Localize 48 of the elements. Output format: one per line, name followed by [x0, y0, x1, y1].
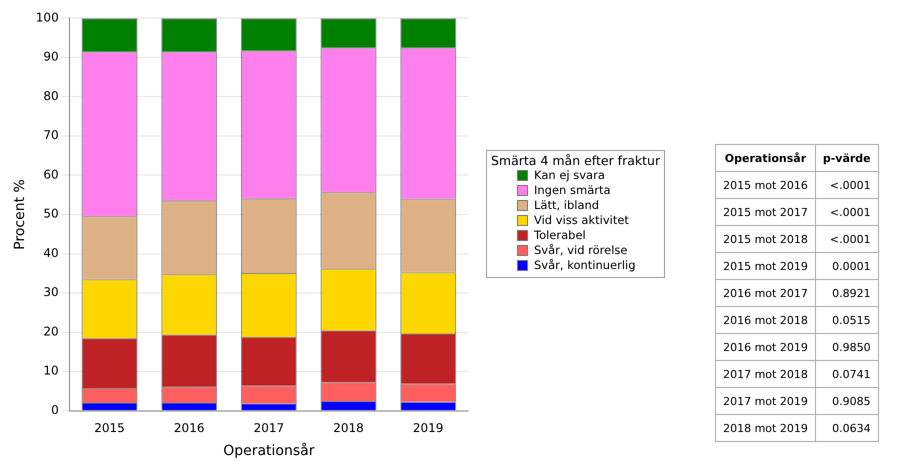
text: <.0001: [815, 226, 878, 252]
y-tick-label: 30: [43, 285, 59, 300]
text: Operationsår: [716, 144, 816, 172]
legend-label: Kan ej svara: [534, 168, 605, 183]
text: 2018 mot 2019: [716, 414, 816, 442]
x-tick-label: 2018: [333, 421, 364, 436]
x-tick-label: 2015: [94, 421, 125, 436]
y-tick-label: 0: [51, 402, 59, 417]
y-tick-label: 100: [36, 10, 59, 24]
x-axis-title: Operationsår: [223, 442, 315, 460]
text: <.0001: [815, 172, 878, 198]
text: <.0001: [815, 198, 878, 226]
text: 2017 mot 2018: [716, 360, 816, 388]
text: 2015 mot 2019: [716, 252, 816, 280]
text: 2017 mot 2019: [716, 388, 816, 414]
text: 2015 mot 2018: [716, 226, 816, 252]
y-axis-title: Procent %: [12, 179, 28, 250]
legend-label: Svår, vid rörelse: [534, 243, 628, 258]
text: 2015 mot 2017: [716, 198, 816, 226]
text: 0.9085: [815, 388, 878, 414]
text: 0.0741: [815, 360, 878, 388]
x-tick-label: 2017: [254, 421, 284, 436]
x-tick-label: 2019: [412, 421, 444, 436]
y-tick-label: 90: [43, 50, 59, 64]
text: 0.8921: [815, 280, 878, 306]
y-tick-label: 40: [43, 246, 59, 260]
y-tick-label: 70: [43, 128, 59, 142]
legend-label: Tolerabel: [534, 228, 586, 243]
text: 0.0001: [815, 252, 878, 280]
text: 2016 mot 2018: [716, 306, 816, 334]
legend-label: Vid viss aktivitet: [534, 213, 629, 228]
legend-label: Lätt, ibland: [534, 198, 600, 213]
y-tick-label: 20: [43, 324, 59, 338]
text: 2015 mot 2016: [716, 172, 816, 198]
x-tick-label: 2016: [174, 421, 204, 436]
legend-title: Smärta 4 mån efter fraktur: [491, 153, 660, 168]
y-tick-label: 10: [43, 364, 59, 378]
legend-label: Svår, kontinuerlig: [534, 258, 636, 273]
y-tick-label: 50: [43, 206, 59, 221]
text: 0.0634: [815, 414, 878, 442]
text: 2016 mot 2017: [716, 280, 816, 306]
text: 2016 mot 2019: [716, 334, 816, 360]
text: p-värde: [815, 144, 878, 172]
text: 0.0515: [815, 306, 878, 334]
text: 0.9850: [815, 334, 878, 360]
legend-label: Ingen smärta: [534, 183, 611, 198]
y-tick-label: 60: [43, 167, 59, 182]
y-tick-label: 80: [43, 88, 59, 103]
